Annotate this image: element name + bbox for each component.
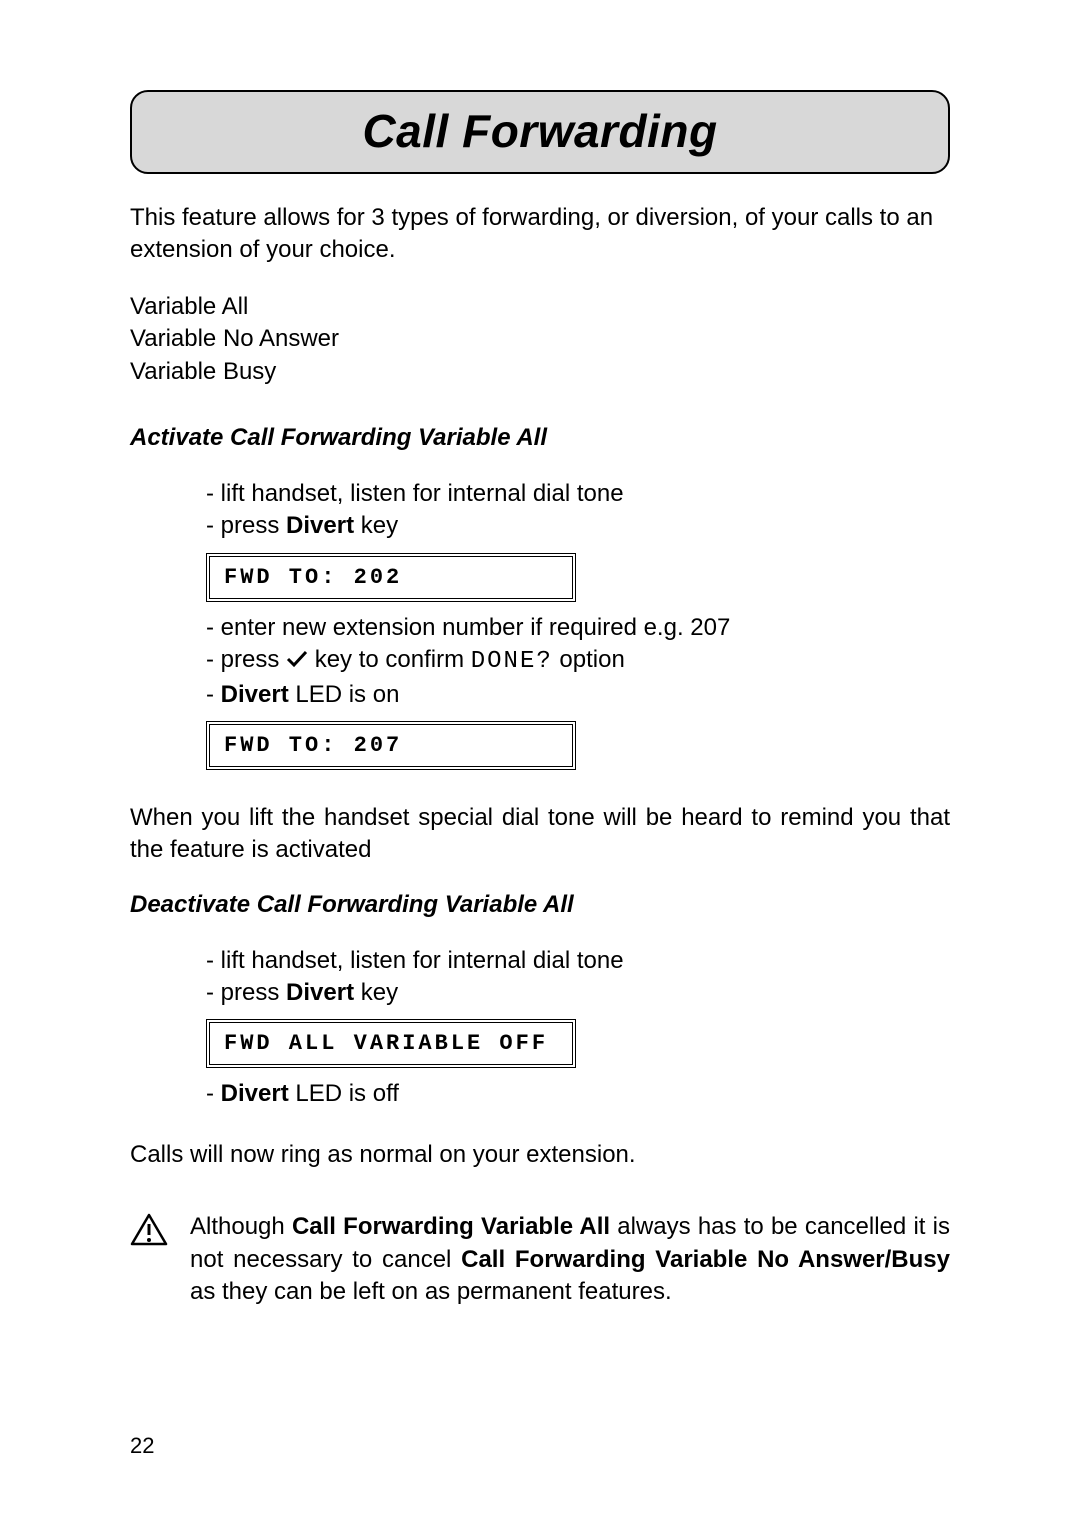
step-text: key: [354, 512, 398, 539]
check-icon: [286, 645, 308, 677]
step-text: enter new extension number if required e…: [221, 614, 731, 641]
step-bold: Divert: [286, 512, 354, 539]
step-text: LED is off: [289, 1080, 399, 1107]
step-prefix: -: [206, 512, 221, 539]
step-list: - enter new extension number if required…: [206, 612, 950, 711]
step-item: - lift handset, listen for internal dial…: [206, 945, 950, 977]
forwarding-types-list: Variable All Variable No Answer Variable…: [130, 291, 950, 388]
lcd-display: FWD TO: 202: [206, 553, 576, 602]
section-after-text: Calls will now ring as normal on your ex…: [130, 1139, 950, 1171]
step-text: lift handset, listen for internal dial t…: [221, 947, 624, 974]
list-item: Variable All: [130, 291, 950, 323]
step-list: - Divert LED is off: [206, 1078, 950, 1110]
list-item: Variable No Answer: [130, 323, 950, 355]
section-heading-activate: Activate Call Forwarding Variable All: [130, 424, 950, 452]
step-prefix: -: [206, 614, 221, 641]
step-prefix: -: [206, 480, 221, 507]
lcd-display: FWD ALL VARIABLE OFF: [206, 1019, 576, 1068]
step-prefix: -: [206, 646, 221, 673]
step-text: LED is on: [289, 681, 400, 708]
note-text-part: as they can be left on as permanent feat…: [190, 1278, 672, 1305]
step-text: press: [221, 979, 286, 1006]
step-list: - lift handset, listen for internal dial…: [206, 945, 950, 1010]
step-prefix: -: [206, 979, 221, 1006]
lcd-display: FWD TO: 207: [206, 721, 576, 770]
step-bold: Divert: [286, 979, 354, 1006]
step-item: - press key to confirm DONE? option: [206, 644, 950, 678]
intro-paragraph: This feature allows for 3 types of forwa…: [130, 202, 950, 267]
step-prefix: -: [206, 1080, 221, 1107]
list-item: Variable Busy: [130, 356, 950, 388]
step-item: - press Divert key: [206, 510, 950, 542]
step-text: press: [221, 646, 286, 673]
warning-icon: [130, 1211, 190, 1252]
step-list: - lift handset, listen for internal dial…: [206, 478, 950, 543]
warning-note: Although Call Forwarding Variable All al…: [130, 1211, 950, 1308]
step-item: - press Divert key: [206, 977, 950, 1009]
step-item: - lift handset, listen for internal dial…: [206, 478, 950, 510]
manual-page: Call Forwarding This feature allows for …: [0, 0, 1080, 1529]
step-bold: Divert: [221, 681, 289, 708]
page-number: 22: [130, 1433, 154, 1459]
section-after-text: When you lift the handset special dial t…: [130, 802, 950, 867]
note-bold: Call Forwarding Variable All: [292, 1213, 610, 1240]
step-text: press: [221, 512, 286, 539]
section-heading-deactivate: Deactivate Call Forwarding Variable All: [130, 891, 950, 919]
step-item: - enter new extension number if required…: [206, 612, 950, 644]
step-text: lift handset, listen for internal dial t…: [221, 480, 624, 507]
step-text: key: [354, 979, 398, 1006]
note-bold: Call Forwarding Variable No Answer/Busy: [461, 1246, 950, 1273]
step-prefix: -: [206, 681, 221, 708]
step-text: option: [553, 646, 625, 673]
title-box: Call Forwarding: [130, 90, 950, 174]
step-seg-text: DONE?: [471, 648, 553, 675]
warning-text: Although Call Forwarding Variable All al…: [190, 1211, 950, 1308]
page-title: Call Forwarding: [132, 104, 948, 158]
note-text-part: Although: [190, 1213, 292, 1240]
step-text: key to confirm: [308, 646, 471, 673]
step-item: - Divert LED is off: [206, 1078, 950, 1110]
step-prefix: -: [206, 947, 221, 974]
step-bold: Divert: [221, 1080, 289, 1107]
step-item: - Divert LED is on: [206, 679, 950, 711]
